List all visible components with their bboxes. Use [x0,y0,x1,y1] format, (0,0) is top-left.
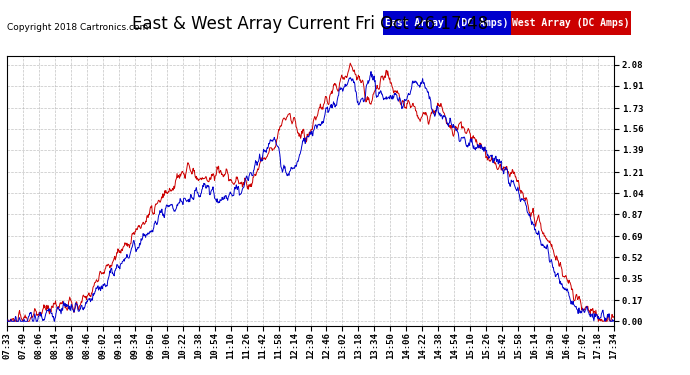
Text: Copyright 2018 Cartronics.com: Copyright 2018 Cartronics.com [7,22,148,32]
Text: East Array  (DC Amps): East Array (DC Amps) [385,18,509,28]
Text: East & West Array Current Fri Oct 26 17:48: East & West Array Current Fri Oct 26 17:… [132,15,489,33]
Text: West Array (DC Amps): West Array (DC Amps) [512,18,630,28]
